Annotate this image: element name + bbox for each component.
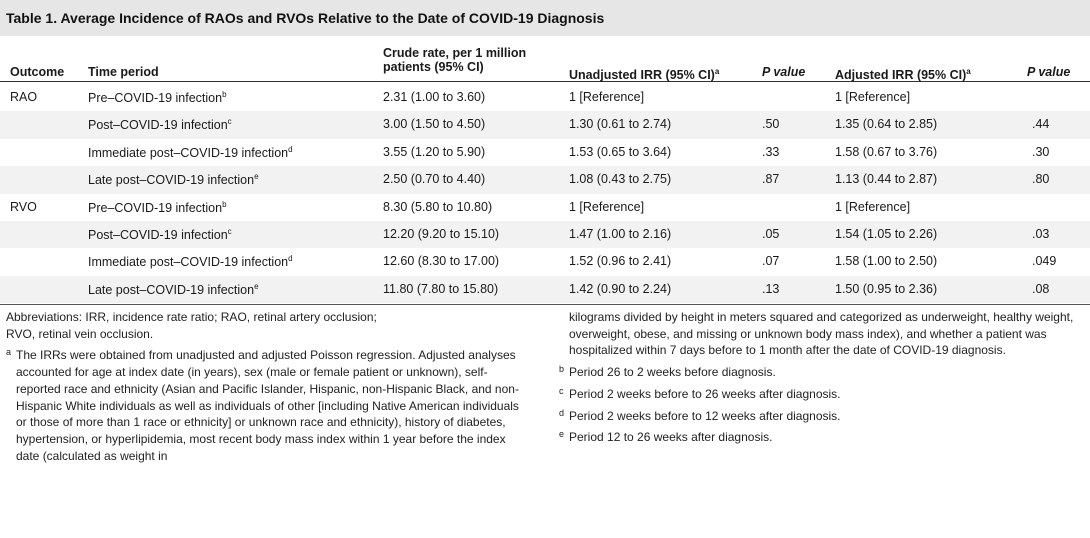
- table-row: RVO Pre–COVID-19 infectionb 8.30 (5.80 t…: [0, 194, 1090, 221]
- header-time-period: Time period: [88, 65, 159, 79]
- footnote-e-text: Period 12 to 26 weeks after diagnosis.: [569, 430, 773, 445]
- footnote-c: c Period 2 weeks before to 26 weeks afte…: [559, 386, 1084, 403]
- cell-outcome: RVO: [10, 199, 37, 214]
- table-notes-left: Abbreviations: IRR, incidence rate ratio…: [6, 309, 531, 464]
- cell-unadjusted-irr: 1.53 (0.65 to 3.64): [569, 144, 672, 159]
- cell-p-value-1: .33: [762, 144, 780, 159]
- abbreviations-line2: RVO, retinal vein occlusion.: [6, 326, 154, 341]
- cell-outcome: RAO: [10, 90, 38, 104]
- cell-period: Late post–COVID-19 infectione: [88, 281, 259, 297]
- footnote-c-marker: c: [559, 385, 564, 396]
- cell-p-value-1: .50: [762, 117, 780, 132]
- table-row: Late post–COVID-19 infectione 2.50 (0.70…: [0, 166, 1090, 194]
- header-crude-rate-line1: Crude rate, per 1 million: [383, 46, 527, 60]
- footnote-a-continued: kilograms divided by height in meters sq…: [559, 309, 1084, 359]
- footnote-d-marker: d: [559, 407, 565, 418]
- footnote-a-marker: a: [6, 347, 12, 358]
- header-unadjusted-irr-sup: a: [714, 67, 720, 76]
- abbreviations-line1: Abbreviations: IRR, incidence rate ratio…: [6, 310, 377, 324]
- cell-p-value-2: .049: [1032, 254, 1057, 269]
- cell-p-value-1: .87: [762, 172, 780, 187]
- table-row: Immediate post–COVID-19 infectiond 3.55 …: [0, 139, 1090, 166]
- cell-crude-rate: 8.30 (5.80 to 10.80): [383, 199, 493, 214]
- cell-adjusted-irr: 1.13 (0.44 to 2.87): [835, 172, 938, 187]
- header-p-value-2: P value: [1027, 65, 1071, 79]
- table-bottom-rule: [0, 304, 1090, 305]
- cell-unadjusted-irr: 1 [Reference]: [569, 199, 645, 214]
- cell-crude-rate: 12.20 (9.20 to 15.10): [383, 226, 500, 241]
- cell-p-value-2: .44: [1032, 117, 1050, 132]
- cell-p-value-1: .13: [762, 281, 780, 296]
- cell-p-value-2: .30: [1032, 144, 1050, 159]
- footnote-b: b Period 26 to 2 weeks before diagnosis.: [559, 364, 1084, 381]
- cell-crude-rate: 2.50 (0.70 to 4.40): [383, 172, 486, 187]
- cell-p-value-1: .05: [762, 226, 780, 241]
- cell-p-value-2: .03: [1032, 226, 1050, 241]
- table-row: Post–COVID-19 infectionc 3.00 (1.50 to 4…: [0, 111, 1090, 139]
- cell-period: Late post–COVID-19 infectione: [88, 172, 259, 188]
- table-notes-right: kilograms divided by height in meters sq…: [559, 309, 1084, 446]
- table-row: Immediate post–COVID-19 infectiond 12.60…: [0, 248, 1090, 275]
- table-body: RAO Pre–COVID-19 infectionb 2.31 (1.00 t…: [0, 84, 1090, 304]
- cell-period: Pre–COVID-19 infectionb: [88, 90, 227, 106]
- cell-period: Post–COVID-19 infectionc: [88, 226, 232, 243]
- cell-unadjusted-irr: 1 [Reference]: [569, 90, 645, 104]
- cell-unadjusted-irr: 1.47 (1.00 to 2.16): [569, 226, 672, 241]
- cell-unadjusted-irr: 1.52 (0.96 to 2.41): [569, 254, 672, 269]
- footnote-d: d Period 2 weeks before to 12 weeks afte…: [559, 408, 1084, 425]
- cell-p-value-2: .80: [1032, 172, 1050, 187]
- footnote-e-marker: e: [559, 429, 565, 440]
- cell-crude-rate: 2.31 (1.00 to 3.60): [383, 90, 486, 104]
- cell-unadjusted-irr: 1.08 (0.43 to 2.75): [569, 172, 672, 187]
- cell-adjusted-irr: 1.58 (0.67 to 3.76): [835, 144, 938, 159]
- footnote-a: a The IRRs were obtained from unadjusted…: [6, 347, 531, 464]
- header-outcome: Outcome: [10, 65, 65, 79]
- footnote-b-text: Period 26 to 2 weeks before diagnosis.: [569, 365, 776, 380]
- cell-crude-rate: 3.55 (1.20 to 5.90): [383, 144, 486, 159]
- footnote-e: e Period 12 to 26 weeks after diagnosis.: [559, 429, 1084, 446]
- footnote-c-text: Period 2 weeks before to 26 weeks after …: [569, 386, 841, 401]
- footnote-a-continued-text: kilograms divided by height in meters sq…: [569, 310, 1074, 358]
- table-title-bar: Table 1. Average Incidence of RAOs and R…: [0, 0, 1090, 36]
- header-p-value-1: P value: [762, 65, 806, 79]
- cell-period: Pre–COVID-19 infectionb: [88, 199, 227, 215]
- cell-p-value-1: .07: [762, 254, 780, 269]
- cell-adjusted-irr: 1.50 (0.95 to 2.36): [835, 281, 938, 296]
- cell-p-value-2: .08: [1032, 281, 1050, 296]
- table-row: Post–COVID-19 infectionc 12.20 (9.20 to …: [0, 220, 1090, 249]
- cell-period: Post–COVID-19 infectionc: [88, 117, 232, 133]
- header-crude-rate: Crude rate, per 1 million patients (95% …: [383, 46, 526, 74]
- cell-period: Immediate post–COVID-19 infectiond: [88, 254, 293, 270]
- cell-unadjusted-irr: 1.30 (0.61 to 2.74): [569, 117, 672, 132]
- table-header: Outcome Time period Crude rate, per 1 mi…: [0, 38, 1090, 82]
- footnote-a-text: The IRRs were obtained from unadjusted a…: [16, 348, 519, 463]
- cell-adjusted-irr: 1 [Reference]: [835, 90, 911, 104]
- cell-crude-rate: 11.80 (7.80 to 15.80): [383, 281, 499, 296]
- table-row: RAO Pre–COVID-19 infectionb 2.31 (1.00 t…: [0, 84, 1090, 111]
- header-adjusted-irr-sup: a: [966, 67, 971, 76]
- cell-adjusted-irr: 1.58 (1.00 to 2.50): [835, 254, 938, 269]
- cell-adjusted-irr: 1.54 (1.05 to 2.26): [835, 226, 938, 241]
- cell-period: Immediate post–COVID-19 infectiond: [88, 144, 293, 160]
- cell-crude-rate: 12.60 (8.30 to 17.00): [383, 254, 500, 269]
- footnote-d-text: Period 2 weeks before to 12 weeks after …: [569, 408, 841, 423]
- footnote-b-marker: b: [559, 364, 565, 375]
- cell-adjusted-irr: 1 [Reference]: [835, 199, 911, 214]
- cell-crude-rate: 3.00 (1.50 to 4.50): [383, 117, 486, 132]
- header-adjusted-irr: Adjusted IRR (95% CI)a: [835, 67, 971, 83]
- table-title: Table 1. Average Incidence of RAOs and R…: [6, 10, 605, 26]
- header-unadjusted-irr: Unadjusted IRR (95% CI)a: [569, 67, 720, 83]
- header-crude-rate-line2: patients (95% CI): [383, 60, 484, 74]
- cell-adjusted-irr: 1.35 (0.64 to 2.85): [835, 117, 938, 132]
- cell-unadjusted-irr: 1.42 (0.90 to 2.24): [569, 281, 672, 296]
- table-row: Late post–COVID-19 infectione 11.80 (7.8…: [0, 275, 1090, 304]
